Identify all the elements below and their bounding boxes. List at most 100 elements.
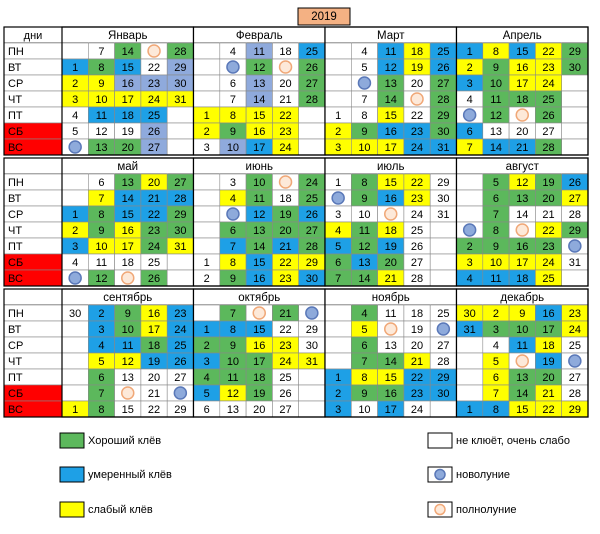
day-cell <box>166 269 194 287</box>
day-number: 8 <box>230 110 236 122</box>
day-number: 18 <box>253 372 265 384</box>
day-number: 11 <box>359 225 370 237</box>
day-number: 31 <box>569 257 581 269</box>
full-moon-icon <box>515 354 529 368</box>
day-number: 6 <box>98 177 104 189</box>
weekday-label: ВС <box>8 273 23 285</box>
day-number: 1 <box>72 209 78 221</box>
day-number: 30 <box>437 388 449 400</box>
day-number: 22 <box>279 324 291 336</box>
day-number: 3 <box>230 177 236 189</box>
day-cell <box>456 384 484 402</box>
day-number: 13 <box>516 193 528 205</box>
day-cell <box>166 122 194 140</box>
day-number: 11 <box>517 340 528 352</box>
day-number: 14 <box>122 193 134 205</box>
day-number: 29 <box>306 257 318 269</box>
new-moon-icon <box>226 207 240 221</box>
day-number: 19 <box>542 177 554 189</box>
day-number: 6 <box>98 372 104 384</box>
day-number: 1 <box>204 324 210 336</box>
day-number: 9 <box>98 225 104 237</box>
day-number: 5 <box>493 356 499 368</box>
full-moon-icon <box>147 44 161 58</box>
day-number: 8 <box>493 46 499 58</box>
day-cell <box>456 352 484 370</box>
day-number: 18 <box>411 308 423 320</box>
day-number: 30 <box>306 273 318 285</box>
day-cell <box>193 58 221 76</box>
day-number: 22 <box>148 404 160 416</box>
weekday-label: ВТ <box>8 193 22 205</box>
day-number: 15 <box>122 404 134 416</box>
day-number: 15 <box>253 257 265 269</box>
day-number: 23 <box>542 62 554 74</box>
full-moon-icon <box>278 175 293 189</box>
day-number: 15 <box>122 62 134 74</box>
day-number: 11 <box>490 94 501 106</box>
day-number: 25 <box>148 257 160 269</box>
new-moon-icon <box>357 76 372 90</box>
day-number: 26 <box>569 177 581 189</box>
day-cell <box>561 269 589 287</box>
day-number: 12 <box>253 62 265 74</box>
month-name: Апрель <box>503 30 542 42</box>
full-moon-icon <box>121 271 135 285</box>
day-number: 21 <box>385 273 397 285</box>
day-number: 29 <box>306 324 318 336</box>
block-border <box>3 26 589 156</box>
day-number: 18 <box>411 46 423 58</box>
day-number: 5 <box>72 126 78 138</box>
day-number: 22 <box>279 257 291 269</box>
day-number: 8 <box>230 324 236 336</box>
day-number: 1 <box>335 372 341 384</box>
day-number: 6 <box>204 404 210 416</box>
day-number: 2 <box>335 388 341 400</box>
day-number: 2 <box>335 126 341 138</box>
day-number: 11 <box>385 46 396 58</box>
day-cell <box>456 173 484 191</box>
weekday-label: СР <box>8 340 23 352</box>
day-number: 23 <box>148 78 160 90</box>
day-cell <box>166 106 194 124</box>
day-number: 24 <box>411 209 423 221</box>
day-number: 26 <box>306 62 318 74</box>
day-number: 21 <box>411 356 423 368</box>
day-number: 16 <box>385 193 397 205</box>
day-number: 10 <box>358 404 370 416</box>
day-number: 29 <box>569 46 581 58</box>
day-number: 20 <box>253 404 265 416</box>
day-cell <box>456 205 484 223</box>
day-number: 4 <box>98 340 104 352</box>
day-number: 24 <box>279 142 291 154</box>
day-number: 14 <box>385 94 397 106</box>
day-number: 11 <box>490 273 501 285</box>
day-cell <box>298 138 326 156</box>
legend-label: полнолуние <box>456 504 516 516</box>
day-number: 25 <box>542 94 554 106</box>
day-number: 6 <box>230 78 236 90</box>
day-cell <box>61 189 89 207</box>
new-moon-icon <box>436 322 451 336</box>
day-number: 1 <box>204 110 210 122</box>
day-number: 14 <box>358 273 370 285</box>
weekday-label: ЧТ <box>8 356 22 368</box>
day-number: 1 <box>72 404 78 416</box>
day-number: 19 <box>148 356 160 368</box>
day-number: 10 <box>122 324 134 336</box>
day-number: 14 <box>516 388 528 400</box>
day-number: 13 <box>253 78 265 90</box>
day-number: 4 <box>467 273 473 285</box>
day-number: 18 <box>542 340 554 352</box>
day-number: 20 <box>542 372 554 384</box>
day-number: 28 <box>174 193 186 205</box>
day-number: 10 <box>490 78 502 90</box>
full-moon-icon <box>515 108 529 122</box>
year-box <box>297 7 351 26</box>
day-number: 6 <box>361 340 367 352</box>
day-number: 17 <box>148 324 160 336</box>
day-cell <box>193 173 221 191</box>
day-number: 27 <box>437 340 449 352</box>
day-number: 5 <box>98 356 104 368</box>
day-number: 24 <box>148 94 160 106</box>
